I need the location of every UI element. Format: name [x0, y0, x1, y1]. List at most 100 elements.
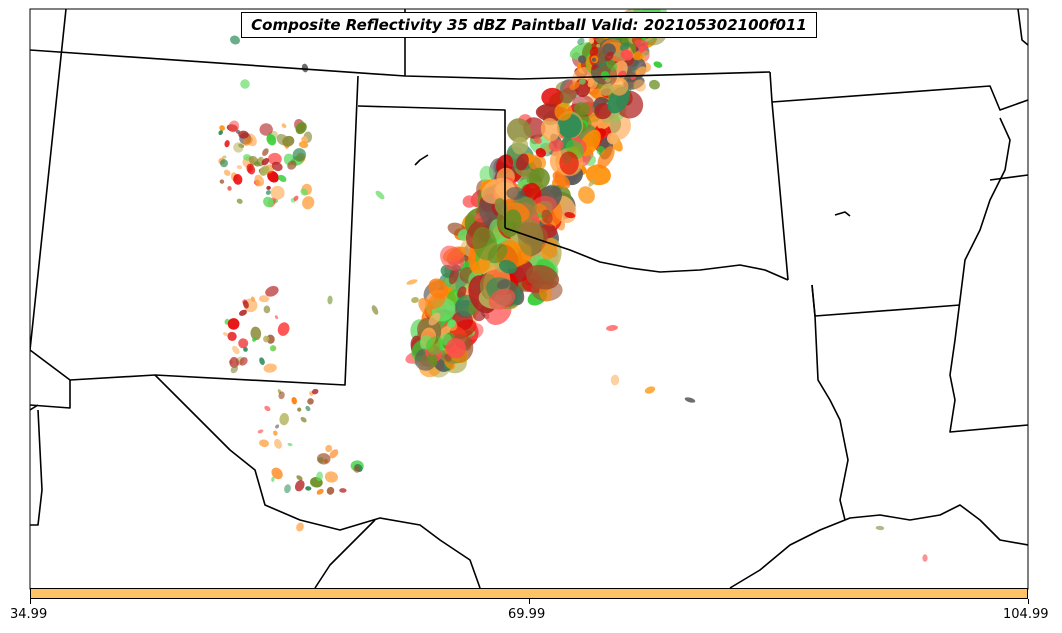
paintball-blob: [278, 391, 285, 400]
border-ar-mo: [771, 85, 1028, 111]
paintball-blob: [447, 319, 456, 328]
paintball-blob: [371, 305, 379, 315]
paintball-blob: [230, 365, 238, 374]
paintball-blob: [541, 87, 564, 107]
paintball-blob: [300, 188, 308, 196]
paintball-blob: [535, 148, 546, 158]
paintball-blob: [633, 79, 646, 92]
paintball-blob: [605, 77, 611, 83]
paintball-blob: [569, 81, 580, 91]
paintball-blob: [326, 486, 335, 495]
paintball-blob: [516, 153, 529, 171]
paintball-blob: [219, 179, 225, 184]
paintball-blob: [649, 79, 660, 90]
border-tx-la: [811, 284, 849, 521]
paintball-blob: [440, 245, 465, 271]
paintball-blob: [324, 471, 338, 483]
paintball-blob: [471, 259, 490, 275]
paintball-blobs: [218, 9, 928, 562]
paintball-blob: [264, 405, 271, 412]
paintball-blob: [274, 439, 282, 449]
border-tx-south: [314, 519, 376, 589]
paintball-blob: [329, 449, 339, 459]
paintball-blob: [238, 309, 248, 316]
paintball-blob: [578, 186, 595, 204]
paintball-blob: [620, 42, 630, 52]
paintball-blob: [644, 386, 656, 394]
paintball-blob: [223, 332, 229, 337]
paintball-blob: [236, 198, 243, 204]
paintball-blob: [428, 278, 449, 299]
paintball-blob: [375, 190, 385, 200]
paintball-blob: [291, 397, 297, 405]
paintball-blob: [265, 190, 271, 195]
paintball-blob: [218, 130, 223, 136]
paintball-blob: [223, 169, 231, 176]
paintball-blob: [293, 195, 299, 201]
paintball-blob: [297, 407, 302, 412]
paintball-blob: [263, 305, 271, 314]
paintball-blob: [564, 212, 576, 219]
paintball-blob: [228, 120, 240, 133]
paintball-blob: [591, 57, 596, 62]
gulf-coast: [729, 504, 1028, 589]
paintball-blob: [268, 152, 282, 165]
paintball-blob: [302, 196, 315, 210]
paintball-blob: [597, 146, 615, 169]
paintball-blob: [606, 59, 618, 71]
colorbar: [30, 588, 1028, 599]
paintball-blob: [259, 165, 270, 176]
paintball-blob: [448, 268, 459, 285]
paintball-blob: [296, 475, 303, 481]
paintball-blob: [296, 522, 304, 532]
paintball-blob: [282, 135, 295, 147]
paintball-blob: [587, 78, 595, 88]
paintball-blob: [301, 63, 309, 73]
paintball-blob: [261, 157, 270, 166]
paintball-blob: [287, 442, 293, 447]
colorbar-tick-label-max: 104.99: [1003, 607, 1049, 622]
paintball-blob: [220, 159, 228, 168]
paintball-blob: [272, 198, 279, 204]
paintball-blob: [266, 185, 271, 190]
state-boundaries: [30, 9, 1028, 589]
paintball-blob: [316, 488, 324, 495]
colorbar-tick-label-min: 34.99: [10, 607, 48, 622]
paintball-blob: [252, 337, 257, 342]
paintball-blob: [238, 338, 249, 349]
paintball-blob: [257, 429, 264, 434]
paintball-blob: [684, 397, 696, 403]
paintball-blob: [488, 288, 516, 310]
border-ok-panhandle: [357, 105, 506, 228]
paintball-blob: [327, 295, 333, 305]
paintball-blob: [275, 424, 280, 429]
paintball-blob: [271, 161, 283, 172]
paintball-blob: [600, 83, 614, 96]
paintball-blob: [533, 136, 542, 144]
paintball-blob: [406, 279, 418, 285]
paintball-blob: [269, 345, 276, 352]
paintball-blob: [339, 488, 347, 493]
paintball-blob: [227, 186, 232, 191]
paintball-blob: [305, 405, 311, 412]
paintball-blob: [594, 103, 612, 120]
paintball-blob: [634, 39, 648, 50]
paintball-blob: [263, 363, 277, 373]
paintball-blob: [254, 174, 265, 187]
paintball-blob: [621, 49, 633, 61]
paintball-blob: [559, 151, 579, 175]
paintball-blob: [229, 357, 240, 368]
paintball-blob: [254, 161, 261, 167]
paintball-blob: [311, 388, 319, 395]
paintball-blob: [589, 46, 599, 57]
paintball-blob: [591, 64, 598, 71]
colorbar-tick: [30, 599, 31, 604]
paintball-blob: [428, 312, 441, 326]
paintball-blob: [273, 430, 278, 436]
paintball-blob: [274, 315, 279, 320]
paintball-blob: [559, 87, 577, 104]
border-ar-la: [811, 284, 961, 317]
paintball-blob: [554, 102, 573, 121]
paintball-blob: [305, 486, 312, 491]
paintball-blob: [353, 465, 361, 473]
